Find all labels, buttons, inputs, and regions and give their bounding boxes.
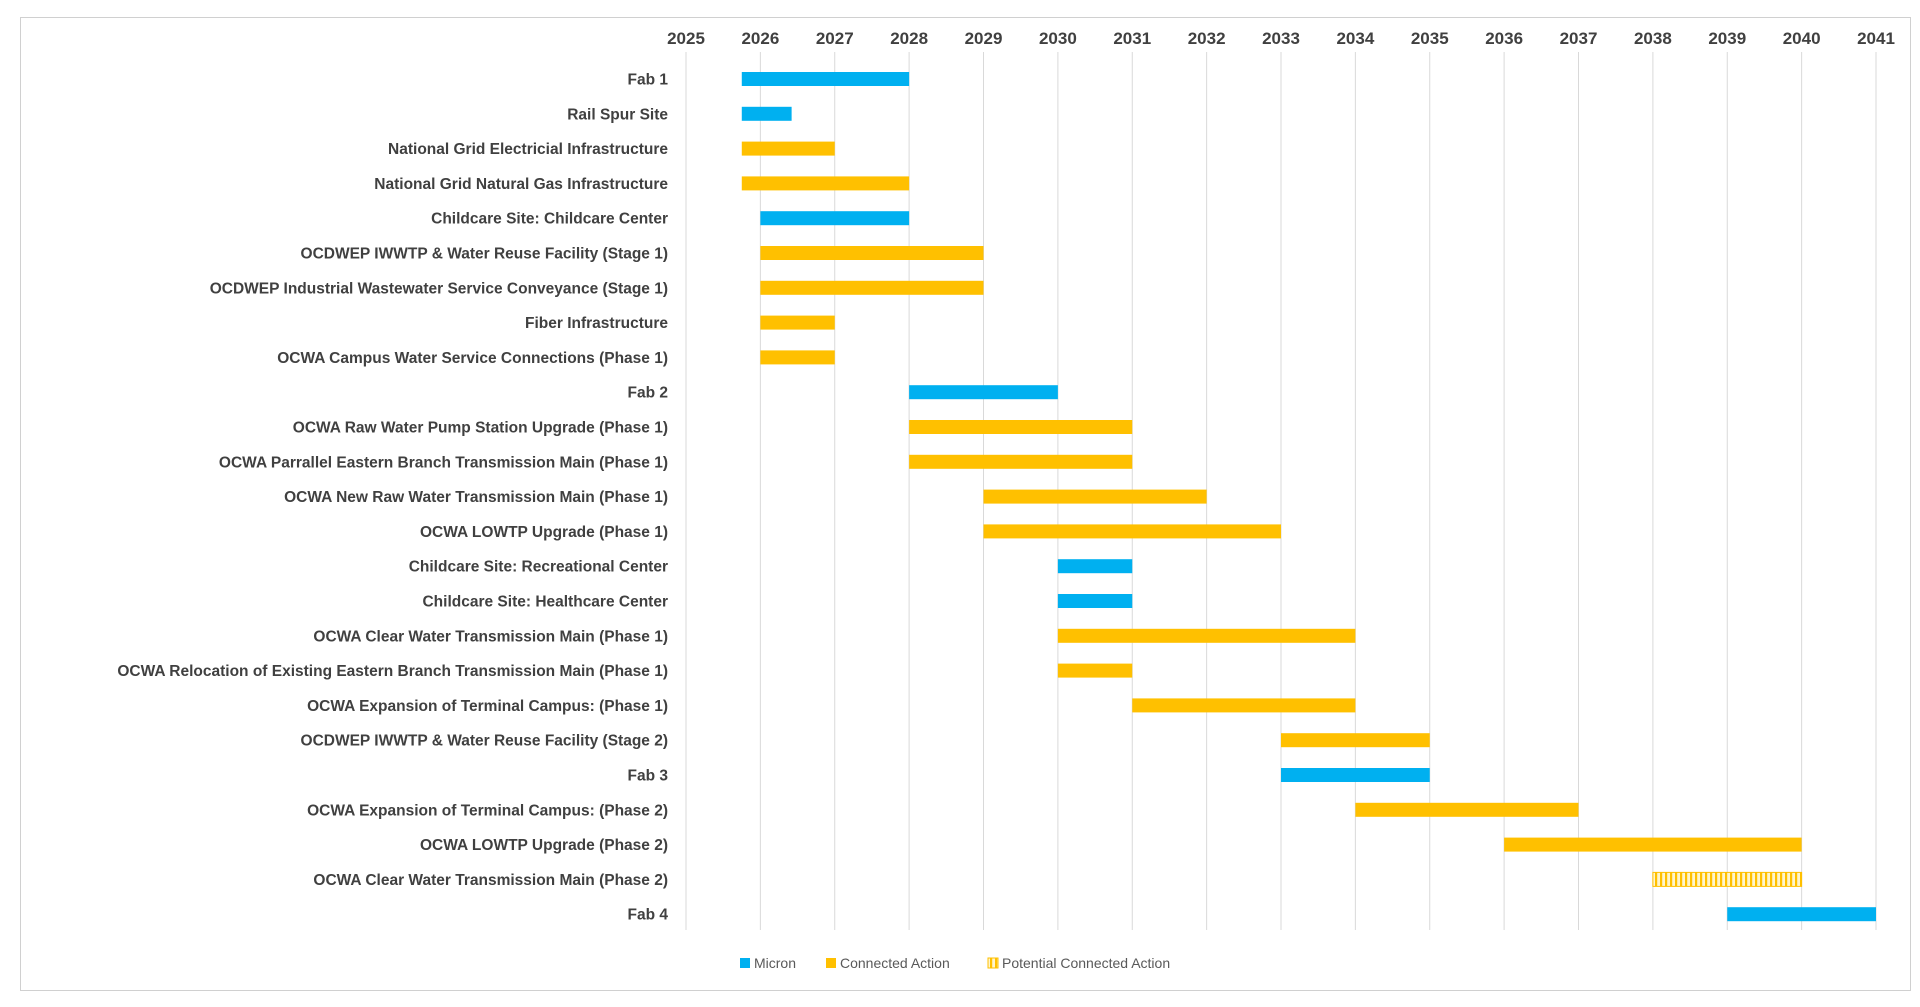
- year-tick-label: 2032: [1188, 29, 1226, 48]
- task-label: Rail Spur Site: [567, 106, 668, 123]
- task-label: OCWA New Raw Water Transmission Main (Ph…: [284, 489, 668, 506]
- year-tick-label: 2028: [890, 29, 928, 48]
- task-bar-micron[interactable]: [1057, 559, 1133, 574]
- task-bar-micron[interactable]: [909, 385, 1058, 400]
- year-tick-label: 2037: [1560, 29, 1598, 48]
- legend-swatch-potential: [987, 957, 999, 969]
- task-bar-connected[interactable]: [1281, 733, 1430, 748]
- year-tick-label: 2036: [1485, 29, 1523, 48]
- task-bar-connected[interactable]: [909, 454, 1133, 469]
- task-label: National Grid Electricial Infrastructure: [388, 141, 668, 158]
- year-tick-label: 2035: [1411, 29, 1449, 48]
- task-bar-connected[interactable]: [1057, 628, 1356, 643]
- legend-swatch-micron: [740, 958, 750, 968]
- year-tick-label: 2030: [1039, 29, 1077, 48]
- task-bar-micron[interactable]: [741, 72, 910, 86]
- task-label: Childcare Site: Healthcare Center: [422, 594, 668, 611]
- task-label: Childcare Site: Childcare Center: [431, 211, 668, 228]
- task-label: OCWA Relocation of Existing Eastern Bran…: [117, 663, 668, 680]
- task-bar-connected[interactable]: [741, 141, 835, 156]
- task-label: OCWA LOWTP Upgrade (Phase 2): [420, 837, 668, 854]
- task-bar-connected[interactable]: [1355, 802, 1579, 817]
- grid-lines: [685, 52, 1877, 930]
- task-labels: Fab 1 Rail Spur Site National Grid Electri…: [117, 72, 668, 924]
- task-bar-micron[interactable]: [1057, 594, 1133, 608]
- task-bars: [741, 72, 1876, 922]
- year-tick-label: 2025: [667, 29, 705, 48]
- task-label: National Grid Natural Gas Infrastructure: [374, 176, 668, 193]
- task-label: OCWA Parrallel Eastern Branch Transmissi…: [219, 454, 668, 471]
- task-bar-connected[interactable]: [760, 315, 835, 330]
- legend-label-connected: Connected Action: [840, 955, 950, 971]
- task-label: Childcare Site: Recreational Center: [409, 559, 668, 576]
- task-bar-micron[interactable]: [741, 106, 792, 121]
- year-tick-label: 2026: [741, 29, 779, 48]
- legend-label-potential: Potential Connected Action: [1002, 955, 1170, 971]
- year-tick-label: 2038: [1634, 29, 1672, 48]
- task-label: OCWA Clear Water Transmission Main (Phas…: [313, 872, 668, 889]
- task-label: Fab 4: [628, 907, 669, 924]
- task-bar-micron[interactable]: [1281, 768, 1430, 782]
- year-tick-label: 2029: [965, 29, 1003, 48]
- task-bar-micron[interactable]: [1727, 907, 1876, 922]
- year-tick-label: 2033: [1262, 29, 1300, 48]
- chart-frame: [20, 17, 1911, 991]
- legend: Micron Connected Action Potential Connecte…: [740, 955, 1170, 971]
- task-bar-connected[interactable]: [760, 246, 984, 260]
- legend-swatch-connected: [826, 958, 836, 968]
- year-tick-label: 2031: [1113, 29, 1151, 48]
- year-tick-label: 2027: [816, 29, 854, 48]
- task-label: OCWA LOWTP Upgrade (Phase 1): [420, 524, 668, 541]
- task-label: OCDWEP Industrial Wastewater Service Con…: [210, 280, 668, 297]
- task-label: OCWA Clear Water Transmission Main (Phas…: [313, 628, 668, 645]
- task-label: OCWA Campus Water Service Connections (P…: [277, 350, 668, 367]
- task-bar-connected[interactable]: [741, 176, 910, 191]
- task-label: OCWA Expansion of Terminal Campus: (Phas…: [307, 698, 668, 715]
- task-bar-micron[interactable]: [760, 211, 910, 226]
- task-bar-connected[interactable]: [760, 350, 835, 365]
- year-tick-label: 2039: [1708, 29, 1746, 48]
- task-label: OCWA Expansion of Terminal Campus: (Phas…: [307, 802, 668, 819]
- task-label: OCDWEP IWWTP & Water Reuse Facility (Sta…: [301, 733, 668, 750]
- task-bar-connected[interactable]: [1057, 663, 1133, 678]
- task-bar-potential[interactable]: [1652, 871, 1803, 887]
- task-label: Fab 3: [628, 768, 669, 785]
- task-bar-connected[interactable]: [909, 420, 1133, 434]
- year-tick-label: 2041: [1857, 29, 1895, 48]
- task-label: Fiber Infrastructure: [525, 315, 668, 332]
- task-bar-connected[interactable]: [983, 489, 1207, 504]
- task-label: Fab 1: [628, 72, 669, 89]
- task-bar-connected[interactable]: [1132, 698, 1356, 713]
- year-tick-label: 2040: [1783, 29, 1821, 48]
- task-bar-connected[interactable]: [983, 524, 1282, 539]
- task-label: Fab 2: [628, 385, 668, 402]
- year-axis: 2025 2026 2027 2028 2029 2030 2031 2032 2033 2034…: [667, 29, 1895, 48]
- task-label: OCDWEP IWWTP & Water Reuse Facility (Sta…: [301, 246, 668, 263]
- task-bar-connected[interactable]: [760, 280, 984, 295]
- task-bar-connected[interactable]: [1504, 837, 1802, 852]
- year-tick-label: 2034: [1336, 29, 1374, 48]
- legend-label-micron: Micron: [754, 955, 796, 971]
- task-label: OCWA Raw Water Pump Station Upgrade (Pha…: [293, 420, 668, 437]
